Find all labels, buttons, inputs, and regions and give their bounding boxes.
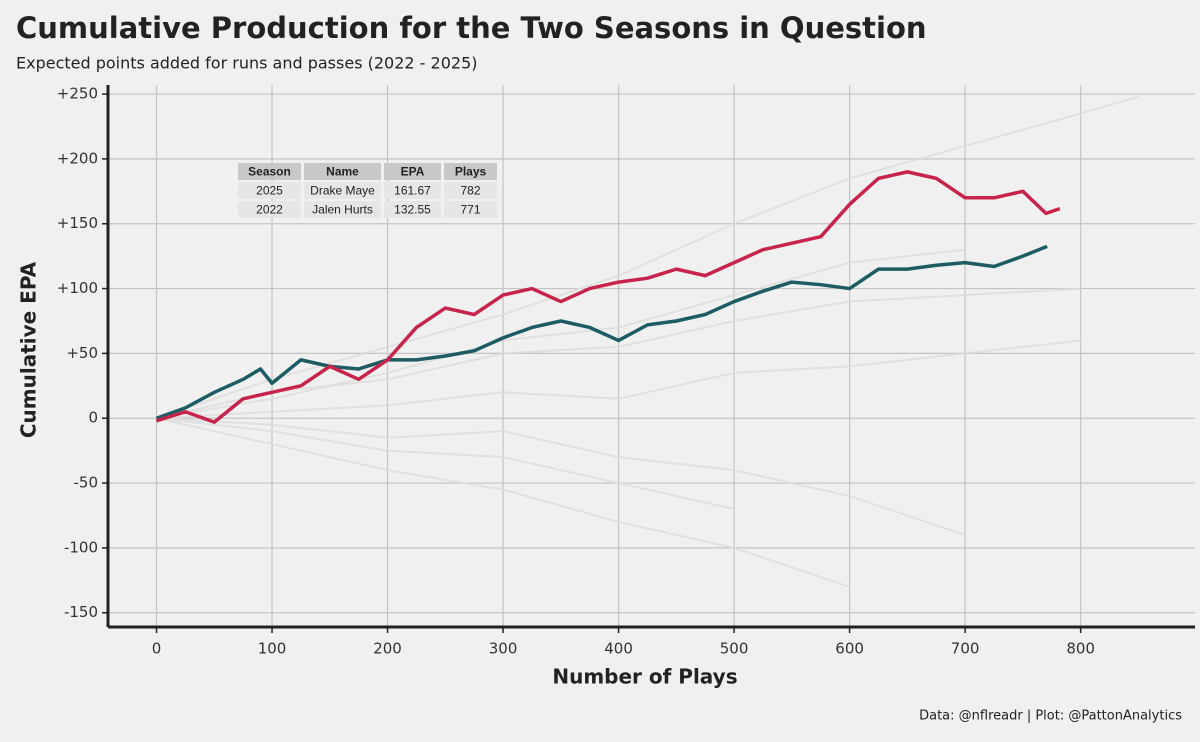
series-line [155, 170, 1061, 424]
background-line [156, 417, 966, 536]
background-line [156, 417, 735, 510]
table-cell-text: Jalen Hurts [312, 203, 373, 217]
y-tick-label: -50 [74, 474, 99, 492]
chart-subtitle: Expected points added for runs and passe… [16, 54, 477, 73]
background-line [156, 417, 850, 588]
table-header: EPA [401, 165, 425, 179]
table-header-cell [238, 163, 301, 180]
table-cell-text: 2025 [256, 184, 283, 198]
y-tick-label: +200 [57, 149, 98, 167]
table-header: Plays [455, 165, 487, 179]
table-header-cell [444, 163, 497, 180]
x-tick-label: 700 [951, 640, 980, 658]
table-cell-text: 161.67 [394, 184, 431, 198]
y-tick-label: +100 [57, 279, 98, 297]
table-header: Name [326, 165, 359, 179]
table-cell [384, 201, 441, 218]
table-cell [238, 201, 301, 218]
table-cell-text: 782 [460, 184, 480, 198]
y-tick-label: +250 [57, 85, 98, 103]
table-cell [444, 201, 497, 218]
table-cell [384, 182, 441, 199]
table-header: Season [248, 165, 291, 179]
background-line [156, 339, 1081, 420]
x-tick-label: 0 [152, 640, 162, 658]
table-cell-text: 771 [460, 203, 480, 217]
summary-table: Season 2025 2022 Name Drake Maye Jalen Hurts E… [238, 163, 497, 218]
y-tick-label: +150 [57, 214, 98, 232]
table-header-cell [304, 163, 381, 180]
x-tick-label: 600 [835, 640, 864, 658]
caption: Data: @nflreadr | Plot: @PattonAnalytics [919, 709, 1182, 724]
y-tick-label: -100 [64, 538, 98, 556]
x-tick-label: 200 [373, 640, 402, 658]
table-cell [238, 182, 301, 199]
x-tick-label: 100 [258, 640, 287, 658]
x-axis-label: Number of Plays [552, 665, 737, 689]
y-tick-label: +50 [66, 344, 98, 362]
table-header-cell [384, 163, 441, 180]
y-tick-label: -150 [64, 603, 98, 621]
table-cell-text: 132.55 [394, 203, 431, 217]
background-line [156, 95, 1139, 420]
table-cell-text: Drake Maye [310, 184, 375, 198]
chart-title: Cumulative Production for the Two Season… [16, 11, 927, 45]
x-tick-label: 500 [720, 640, 749, 658]
background-line [156, 287, 1081, 420]
table-cell [444, 182, 497, 199]
table-cell [304, 201, 381, 218]
table-cell-text: 2022 [256, 203, 283, 217]
background-line [156, 248, 966, 420]
y-axis-label: Cumulative EPA [17, 261, 41, 438]
x-tick-label: 400 [604, 640, 633, 658]
table-cell [304, 182, 381, 199]
x-tick-label: 300 [489, 640, 518, 658]
y-tick-label: 0 [88, 409, 98, 427]
x-tick-label: 800 [1066, 640, 1095, 658]
series-line [155, 244, 1048, 420]
